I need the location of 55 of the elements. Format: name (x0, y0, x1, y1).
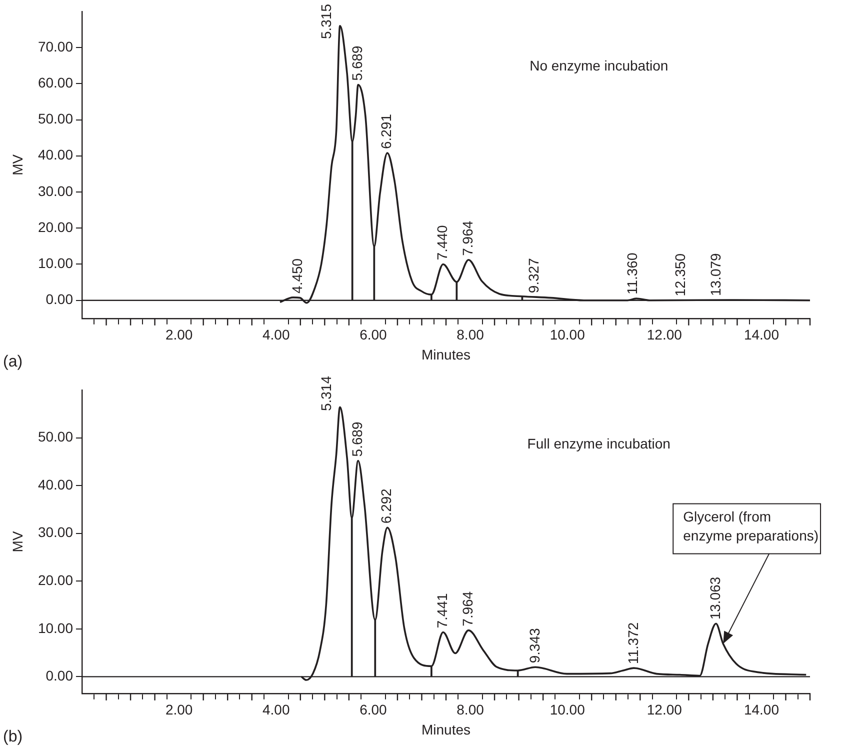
annotation: 13.063 (706, 576, 723, 620)
annotation: 7.964 (459, 220, 476, 256)
annotation: 5.315 (318, 4, 334, 40)
x-tick-label: 10.00 (550, 326, 586, 343)
x-tick-label: 8.00 (456, 326, 484, 343)
text: Full enzyme incubation (527, 435, 670, 452)
y-tick-label: 70.00 (38, 38, 74, 54)
annotation: 6.292 (378, 488, 394, 524)
y-axis-title: MV (9, 154, 26, 176)
annotation: 4.450 (288, 258, 305, 294)
y-tick-label: 30.00 (38, 524, 74, 540)
annotation: 5.689 (348, 421, 365, 457)
y-tick-label: 60.00 (38, 74, 74, 90)
annotation: 5.689 (348, 45, 365, 81)
y-tick-label: 40.00 (38, 476, 74, 492)
annotation: 7.440 (434, 224, 450, 260)
x-tick-label: 6.00 (360, 326, 388, 343)
annotation: 9.343 (526, 628, 542, 664)
y-tick-label: 40.00 (38, 146, 74, 163)
x-axis-title: Minutes (421, 721, 471, 738)
y-tick-label: 30.00 (38, 182, 74, 199)
annotation: 13.079 (708, 252, 724, 296)
y-axis-title: MV (9, 530, 26, 552)
x-tick-label: 4.00 (262, 702, 290, 718)
x-tick-label: 14.00 (744, 326, 780, 343)
x-tick-label: 12.00 (646, 326, 682, 343)
y-tick-label: 10.00 (38, 255, 74, 272)
x-tick-label: 4.00 (262, 326, 290, 343)
x-tick-label: 14.00 (744, 702, 780, 718)
text: No enzyme incubation (530, 58, 668, 74)
x-tick-label: 12.00 (646, 702, 682, 718)
annotation: 12.350 (672, 253, 688, 296)
annotation: 6.291 (378, 114, 394, 149)
annotation: 11.360 (624, 252, 640, 295)
y-tick-label: 20.00 (38, 218, 74, 235)
annotation: Glycerol (from enzyme preparations) (683, 508, 819, 544)
y-tick-label: 50.00 (38, 428, 74, 445)
y-tick-label: 10.00 (38, 620, 74, 636)
annotation: 7.441 (434, 592, 450, 628)
text: (a) (3, 353, 23, 370)
x-axis-title: Minutes (421, 346, 471, 362)
x-tick-label: 6.00 (360, 702, 388, 718)
annotation: 9.327 (526, 258, 542, 294)
x-tick-label: 2.00 (165, 326, 193, 343)
x-tick-label: 2.00 (165, 702, 193, 718)
annotation: 5.314 (318, 376, 334, 412)
y-tick-label: 0.00 (46, 291, 74, 308)
x-tick-label: 10.00 (550, 702, 586, 718)
text: (b) (3, 728, 23, 746)
y-tick-label: 20.00 (38, 572, 74, 588)
x-tick-label: 8.00 (456, 702, 484, 718)
annotation: 7.964 (459, 591, 476, 626)
y-tick-label: 0.00 (46, 668, 74, 684)
y-tick-label: 50.00 (38, 110, 74, 127)
annotation: 11.372 (624, 622, 641, 664)
